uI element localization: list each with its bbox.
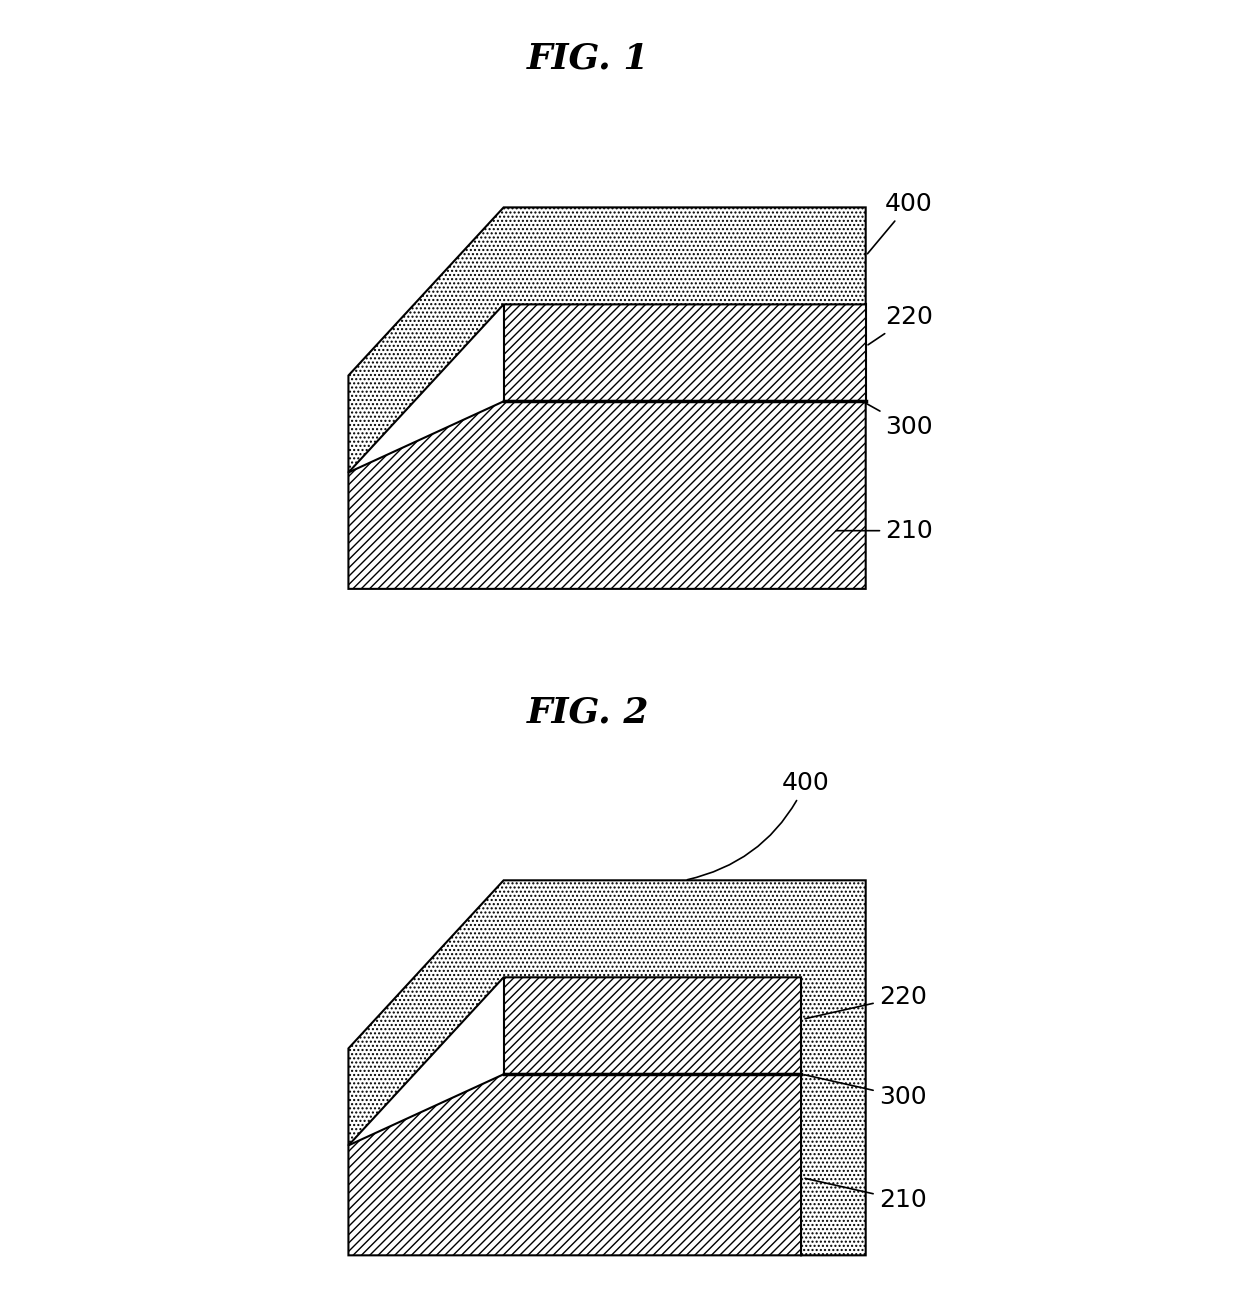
Text: 220: 220 — [868, 305, 932, 344]
Text: 400: 400 — [687, 771, 830, 879]
Polygon shape — [348, 208, 866, 473]
Polygon shape — [348, 401, 866, 589]
Text: 220: 220 — [805, 984, 926, 1018]
Text: 210: 210 — [836, 519, 932, 543]
Text: 300: 300 — [864, 402, 932, 439]
Polygon shape — [348, 1075, 801, 1255]
Text: 210: 210 — [805, 1179, 926, 1213]
Text: FIG. 1: FIG. 1 — [527, 42, 649, 76]
Polygon shape — [503, 305, 866, 401]
Text: FIG. 2: FIG. 2 — [527, 695, 649, 729]
Polygon shape — [348, 880, 866, 1255]
Polygon shape — [503, 978, 801, 1075]
Text: 400: 400 — [868, 192, 932, 254]
Text: 300: 300 — [805, 1075, 926, 1109]
